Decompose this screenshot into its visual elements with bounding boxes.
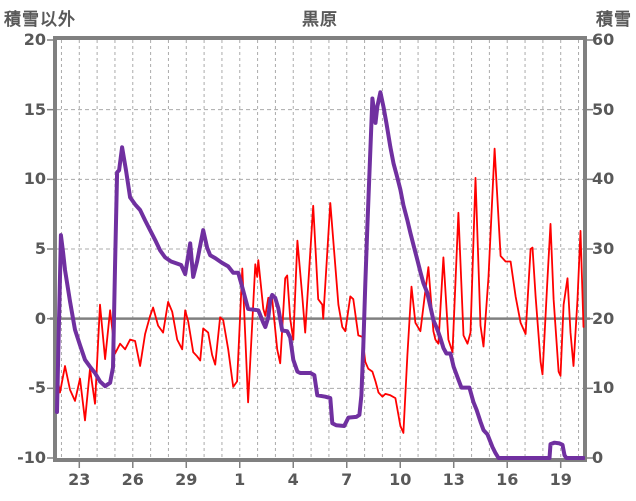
y-axis-label-left: 5 xyxy=(34,239,46,258)
y-axis-label-right: 60 xyxy=(592,30,615,49)
x-axis-label: 7 xyxy=(341,470,353,489)
y-axis-label-right: 10 xyxy=(592,378,615,398)
y-axis-label-right: 20 xyxy=(592,308,615,328)
y-axis-label-right: 30 xyxy=(592,239,615,258)
y-axis-label-left: 20 xyxy=(23,30,46,49)
y-axis-label-left: 0 xyxy=(34,308,46,328)
x-axis-label: 13 xyxy=(442,470,465,489)
y-axis-label-left: -10 xyxy=(17,448,46,467)
plot-frame xyxy=(53,36,587,462)
x-axis-label: 1 xyxy=(234,470,246,489)
snow-depth-line xyxy=(55,90,585,460)
left-axis-title: 積雪以外 xyxy=(4,10,76,30)
x-axis-label: 16 xyxy=(496,470,519,489)
y-axis-label-left: 15 xyxy=(23,99,46,119)
x-axis-label: 19 xyxy=(549,470,572,489)
x-axis-label: 29 xyxy=(175,470,198,489)
temperature-line xyxy=(56,147,585,434)
x-axis-label: 4 xyxy=(287,470,299,489)
x-axis-label: 10 xyxy=(389,470,412,489)
y-axis-label-left: -5 xyxy=(28,378,46,398)
chart-title: 黒原 xyxy=(302,10,338,30)
x-axis-label: 26 xyxy=(121,470,144,489)
x-axis-label: 23 xyxy=(68,470,91,489)
y-axis-label-left: 10 xyxy=(23,169,46,189)
y-axis-label-right: 50 xyxy=(592,99,615,119)
right-axis-title: 積雪 xyxy=(596,10,632,30)
y-axis-label-right: 0 xyxy=(592,448,604,467)
y-axis-label-right: 40 xyxy=(592,169,615,189)
